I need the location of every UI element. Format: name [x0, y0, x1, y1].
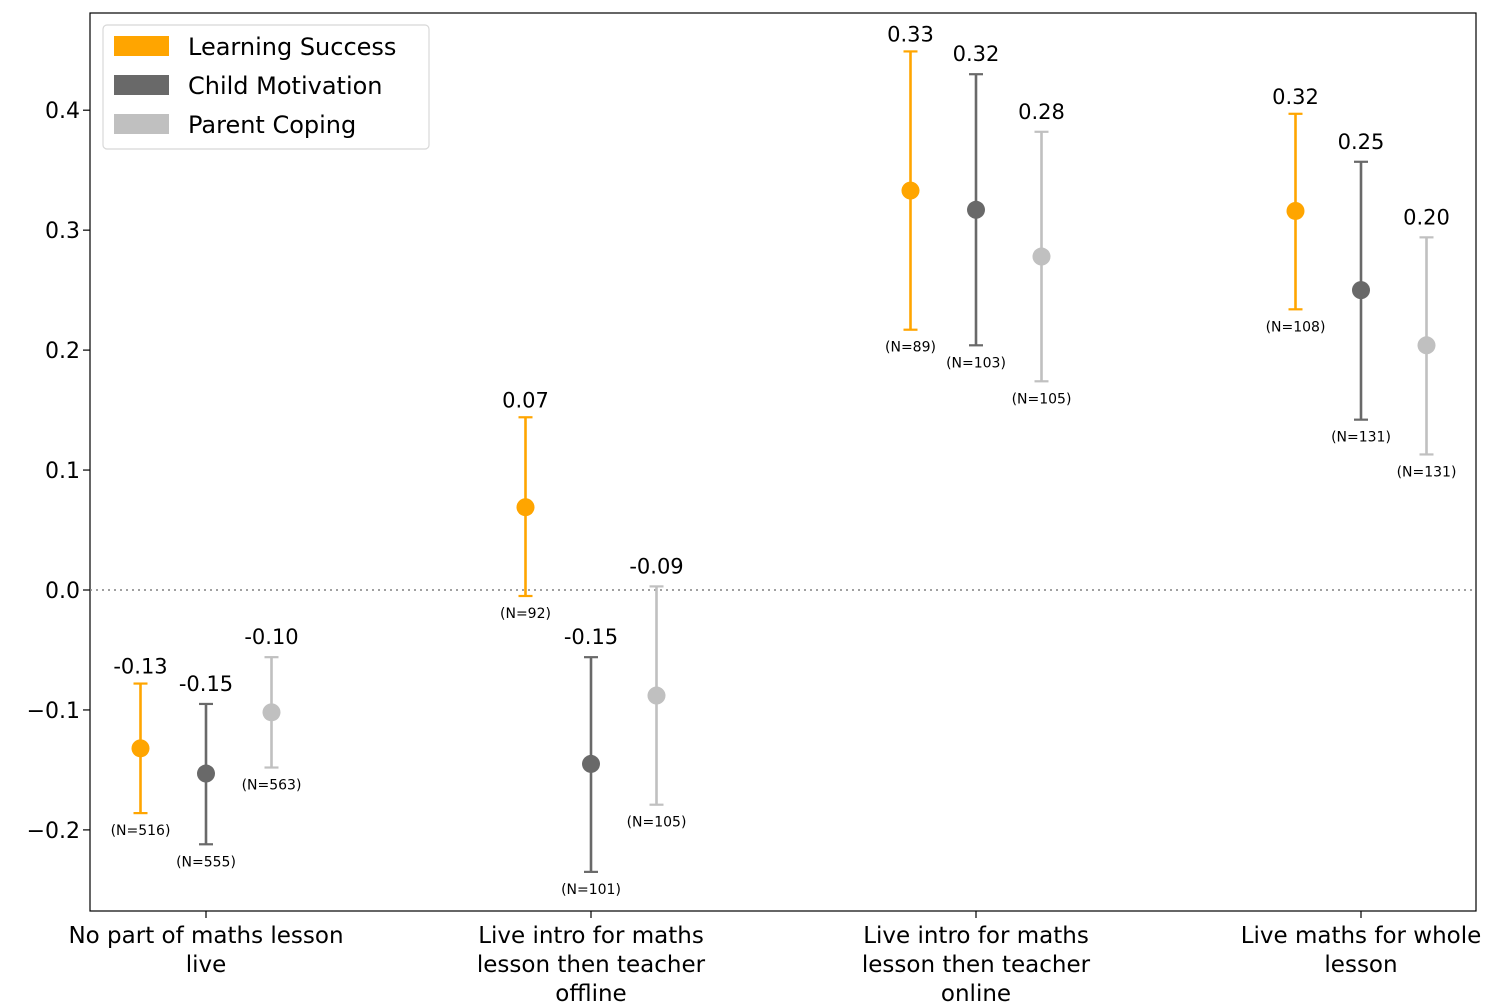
x-tick-label: No part of maths lesson live: [68, 923, 343, 978]
data-point: [1417, 336, 1436, 355]
legend-swatch: [114, 75, 169, 95]
value-label: 0.20: [1403, 205, 1450, 229]
n-label: (N=101): [561, 882, 621, 898]
legend-label: Parent Coping: [188, 111, 356, 139]
data-point: [582, 754, 600, 773]
n-label: (N=563): [242, 778, 302, 794]
y-axis: −0.2 −0.1 0.0 0.1 0.2 0.3 0.4: [27, 99, 90, 844]
n-label: (N=555): [176, 854, 236, 870]
value-label: -0.15: [564, 625, 618, 649]
data-point: [197, 764, 215, 783]
x-axis: No part of maths lesson live Live intro fo…: [68, 911, 1481, 1007]
data-point: [131, 739, 150, 758]
data-point: [901, 181, 920, 200]
value-label: 0.25: [1338, 130, 1385, 154]
n-label: (N=105): [627, 815, 687, 831]
legend: Learning Success Child Motivation Parent C…: [102, 24, 430, 150]
value-label: -0.15: [179, 672, 233, 696]
data-point: [967, 200, 985, 219]
y-tick-label: −0.2: [27, 819, 80, 844]
n-label: (N=92): [500, 606, 551, 622]
value-label: -0.13: [113, 655, 167, 679]
y-tick-label: 0.3: [45, 219, 80, 244]
n-label: (N=89): [885, 340, 936, 356]
y-tick-label: 0.1: [45, 459, 80, 484]
data-point: [1032, 247, 1051, 266]
legend-box: [102, 24, 430, 150]
x-tick-label: Live intro for maths lesson then teacher o…: [477, 923, 706, 1007]
value-label: 0.07: [502, 388, 549, 412]
value-label: 0.32: [1272, 85, 1319, 109]
n-label: (N=516): [111, 823, 171, 839]
data-point: [1286, 201, 1305, 220]
legend-label: Child Motivation: [188, 72, 383, 100]
n-label: (N=105): [1012, 391, 1072, 407]
data-point: [647, 686, 666, 705]
legend-swatch: [114, 114, 169, 134]
data-marks: -0.13 (N=516) 0.07 (N=92) 0.33 (N=89) 0.32 (N=1…: [111, 22, 1457, 897]
y-tick-label: 0.2: [45, 339, 80, 364]
data-point: [262, 703, 281, 722]
plot-area: [89, 12, 1477, 912]
legend-label: Learning Success: [188, 33, 396, 61]
legend-swatch: [114, 36, 169, 56]
data-point: [516, 498, 535, 517]
value-label: -0.10: [244, 625, 298, 649]
x-tick-label: Live maths for whole lesson: [1241, 923, 1482, 978]
value-label: 0.32: [953, 42, 1000, 66]
value-label: 0.28: [1018, 100, 1065, 124]
n-label: (N=131): [1397, 464, 1457, 480]
value-label: 0.33: [887, 22, 934, 46]
y-tick-label: 0.4: [45, 99, 80, 124]
x-tick-label: Live intro for maths lesson then teacher o…: [862, 923, 1091, 1007]
y-tick-label: 0.0: [45, 579, 80, 604]
n-label: (N=103): [946, 355, 1006, 371]
n-label: (N=131): [1331, 430, 1391, 446]
n-label: (N=108): [1266, 319, 1326, 335]
y-tick-label: −0.1: [27, 699, 80, 724]
data-point: [1352, 281, 1370, 300]
value-label: -0.09: [629, 554, 683, 578]
